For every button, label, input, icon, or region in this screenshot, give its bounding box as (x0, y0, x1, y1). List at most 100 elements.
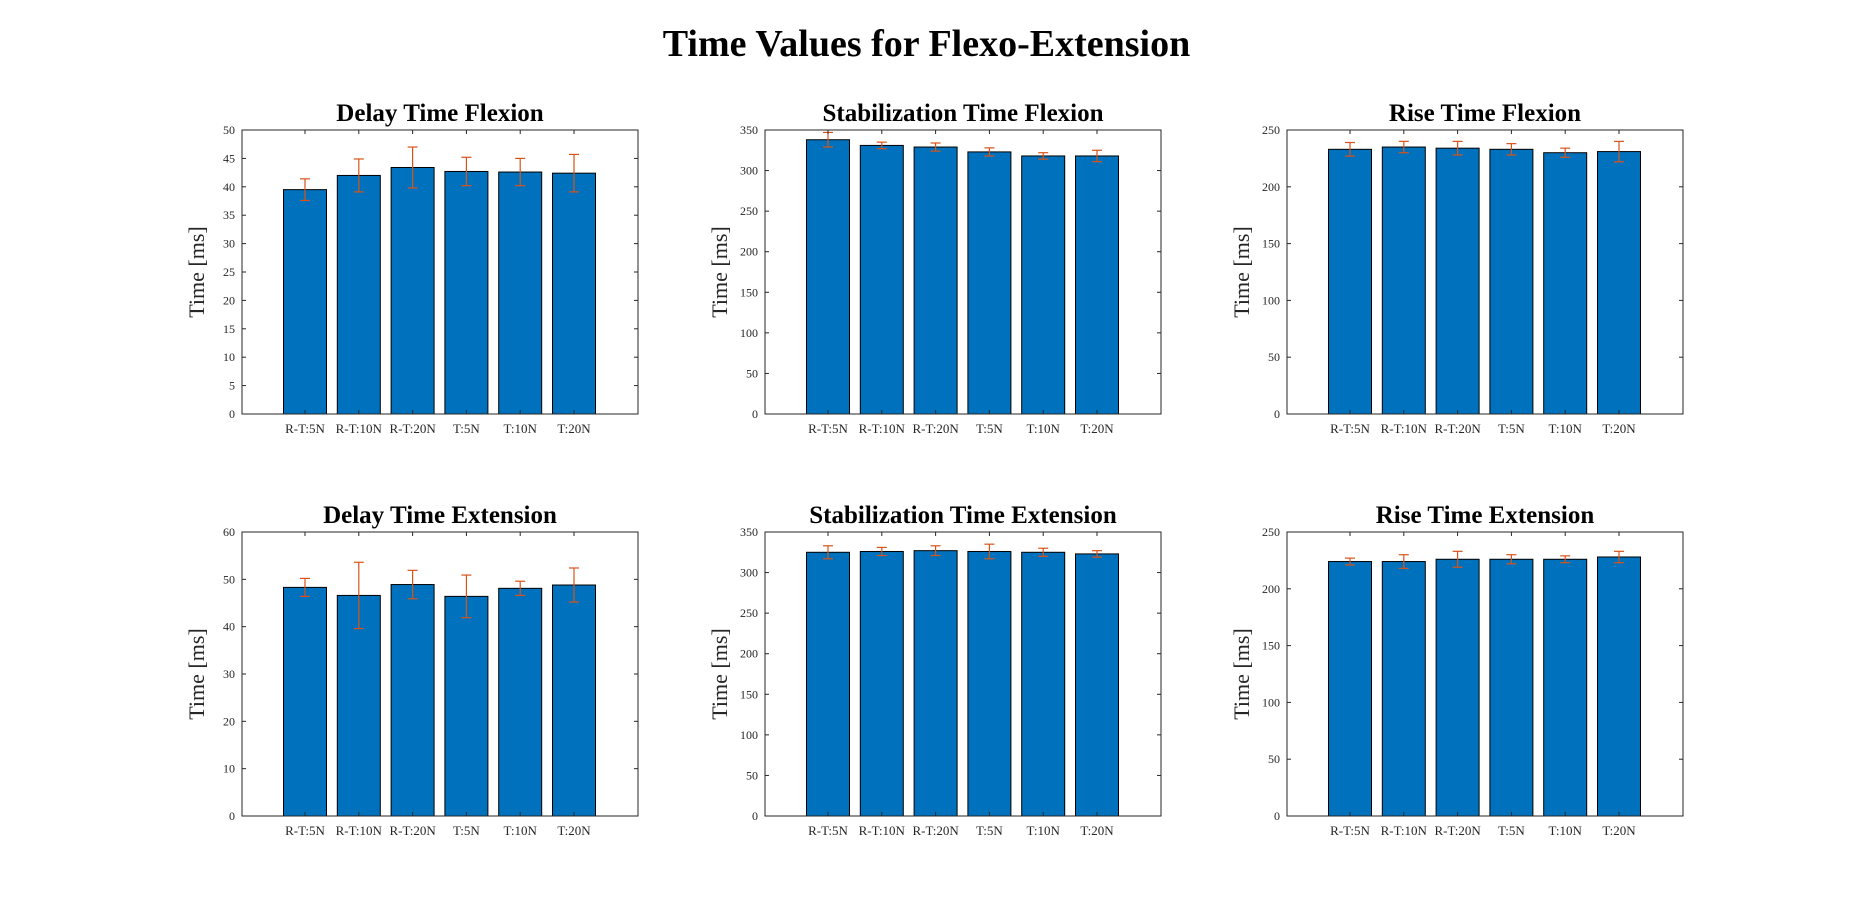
bar (1489, 148, 1534, 415)
x-tick-label: R-T:10N (336, 823, 383, 838)
y-tick-label: 20 (223, 714, 235, 728)
x-tick-label: T:5N (1498, 421, 1525, 436)
y-tick-label: 50 (223, 572, 235, 586)
axes-box (764, 129, 1162, 415)
bar (913, 550, 958, 817)
y-axis-label: Time [ms] (707, 628, 732, 719)
bar (806, 139, 850, 415)
y-tick-label: 100 (1262, 695, 1280, 709)
y-tick-label: 60 (223, 525, 235, 539)
y-tick-label: 150 (740, 687, 758, 701)
y-tick-label: 0 (1274, 407, 1280, 421)
x-tick-label: T:20N (1602, 421, 1636, 436)
subplot-title: Delay Time Flexion (336, 100, 543, 127)
x-tick-label: T:10N (504, 421, 538, 436)
subplot-title: Rise Time Extension (1376, 502, 1595, 529)
y-tick-label: 50 (746, 768, 758, 782)
bar (1381, 561, 1426, 817)
bar (283, 586, 327, 817)
bar (1021, 551, 1066, 817)
x-tick-label: R-T:10N (1381, 421, 1428, 436)
y-tick-label: 50 (746, 366, 758, 380)
bar (1328, 148, 1372, 415)
y-tick-label: 350 (740, 123, 758, 137)
y-tick-label: 250 (740, 204, 758, 218)
x-tick-label: T:5N (1498, 823, 1525, 838)
x-tick-label: T:20N (1080, 823, 1114, 838)
bar (1075, 553, 1119, 817)
bar (444, 170, 489, 415)
x-tick-label: T:5N (453, 421, 480, 436)
bar (1021, 155, 1066, 415)
y-tick-label: 100 (740, 326, 758, 340)
x-tick-label: T:20N (557, 421, 591, 436)
y-tick-label: 350 (740, 525, 758, 539)
x-tick-label: T:10N (1027, 421, 1061, 436)
y-tick-label: 100 (740, 728, 758, 742)
subplot-4: R-T:5N R-T:10N R-T:20N T:5N T:10N T:20N 0 10 20 3… (184, 502, 639, 838)
x-tick-label: T:10N (1027, 823, 1061, 838)
subplot-1: R-T:5N R-T:10N R-T:20N T:5N T:10N T:20N 0 5 10 15… (184, 100, 639, 436)
y-axis-label: Time [ms] (1229, 628, 1254, 719)
subplot-title: Stabilization Time Extension (809, 502, 1117, 529)
y-tick-label: 0 (752, 809, 758, 823)
x-tick-label: R-T:10N (1381, 823, 1428, 838)
x-tick-label: T:10N (1549, 421, 1583, 436)
y-tick-label: 50 (1268, 350, 1280, 364)
y-tick-label: 30 (223, 667, 235, 681)
y-tick-label: 100 (1262, 293, 1280, 307)
y-tick-label: 150 (1262, 237, 1280, 251)
x-tick-label: R-T:10N (859, 421, 906, 436)
bar (1597, 151, 1641, 415)
x-tick-label: R-T:5N (285, 421, 325, 436)
bar (552, 172, 596, 415)
x-tick-label: R-T:5N (1330, 421, 1370, 436)
x-tick-label: R-T:20N (912, 421, 959, 436)
bar (1597, 556, 1641, 817)
bar (283, 189, 327, 415)
axes-box (1286, 531, 1684, 817)
x-tick-label: R-T:5N (285, 823, 325, 838)
subplot-title: Stabilization Time Flexion (822, 100, 1103, 127)
x-tick-label: T:10N (1549, 823, 1583, 838)
y-tick-label: 5 (229, 379, 235, 393)
subplot-6: R-T:5N R-T:10N R-T:20N T:5N T:10N T:20N 0 50 100… (1229, 502, 1684, 838)
y-tick-label: 0 (229, 407, 235, 421)
y-tick-label: 150 (740, 285, 758, 299)
y-tick-label: 0 (229, 809, 235, 823)
bar (1328, 561, 1372, 817)
figure-title: Time Values for Flexo-Extension (662, 23, 1191, 65)
bar (336, 174, 381, 415)
bar (1381, 146, 1426, 415)
y-tick-label: 200 (740, 245, 758, 259)
y-tick-label: 200 (740, 647, 758, 661)
y-tick-label: 35 (223, 208, 235, 222)
y-tick-label: 45 (223, 151, 235, 165)
x-tick-label: R-T:5N (808, 421, 848, 436)
subplot-title: Delay Time Extension (323, 502, 557, 529)
x-tick-label: R-T:10N (336, 421, 383, 436)
y-tick-label: 0 (1274, 809, 1280, 823)
subplot-title: Rise Time Flexion (1389, 100, 1581, 127)
y-tick-label: 200 (1262, 180, 1280, 194)
bar (1489, 558, 1534, 817)
y-tick-label: 250 (1262, 525, 1280, 539)
axes-box (764, 531, 1162, 817)
y-tick-label: 300 (740, 566, 758, 580)
x-tick-label: R-T:5N (1330, 823, 1370, 838)
axes-box (1286, 129, 1684, 415)
y-axis-label: Time [ms] (184, 226, 209, 317)
y-tick-label: 20 (223, 293, 235, 307)
y-tick-label: 250 (1262, 123, 1280, 137)
subplot-5: R-T:5N R-T:10N R-T:20N T:5N T:10N T:20N 0 50 100… (707, 502, 1162, 838)
x-tick-label: T:10N (504, 823, 538, 838)
y-tick-label: 30 (223, 237, 235, 251)
bar (498, 587, 543, 817)
x-tick-label: R-T:20N (389, 421, 436, 436)
bar (390, 584, 435, 817)
y-tick-label: 250 (740, 606, 758, 620)
x-tick-label: R-T:20N (912, 823, 959, 838)
y-tick-label: 40 (223, 620, 235, 634)
y-tick-label: 50 (1268, 752, 1280, 766)
